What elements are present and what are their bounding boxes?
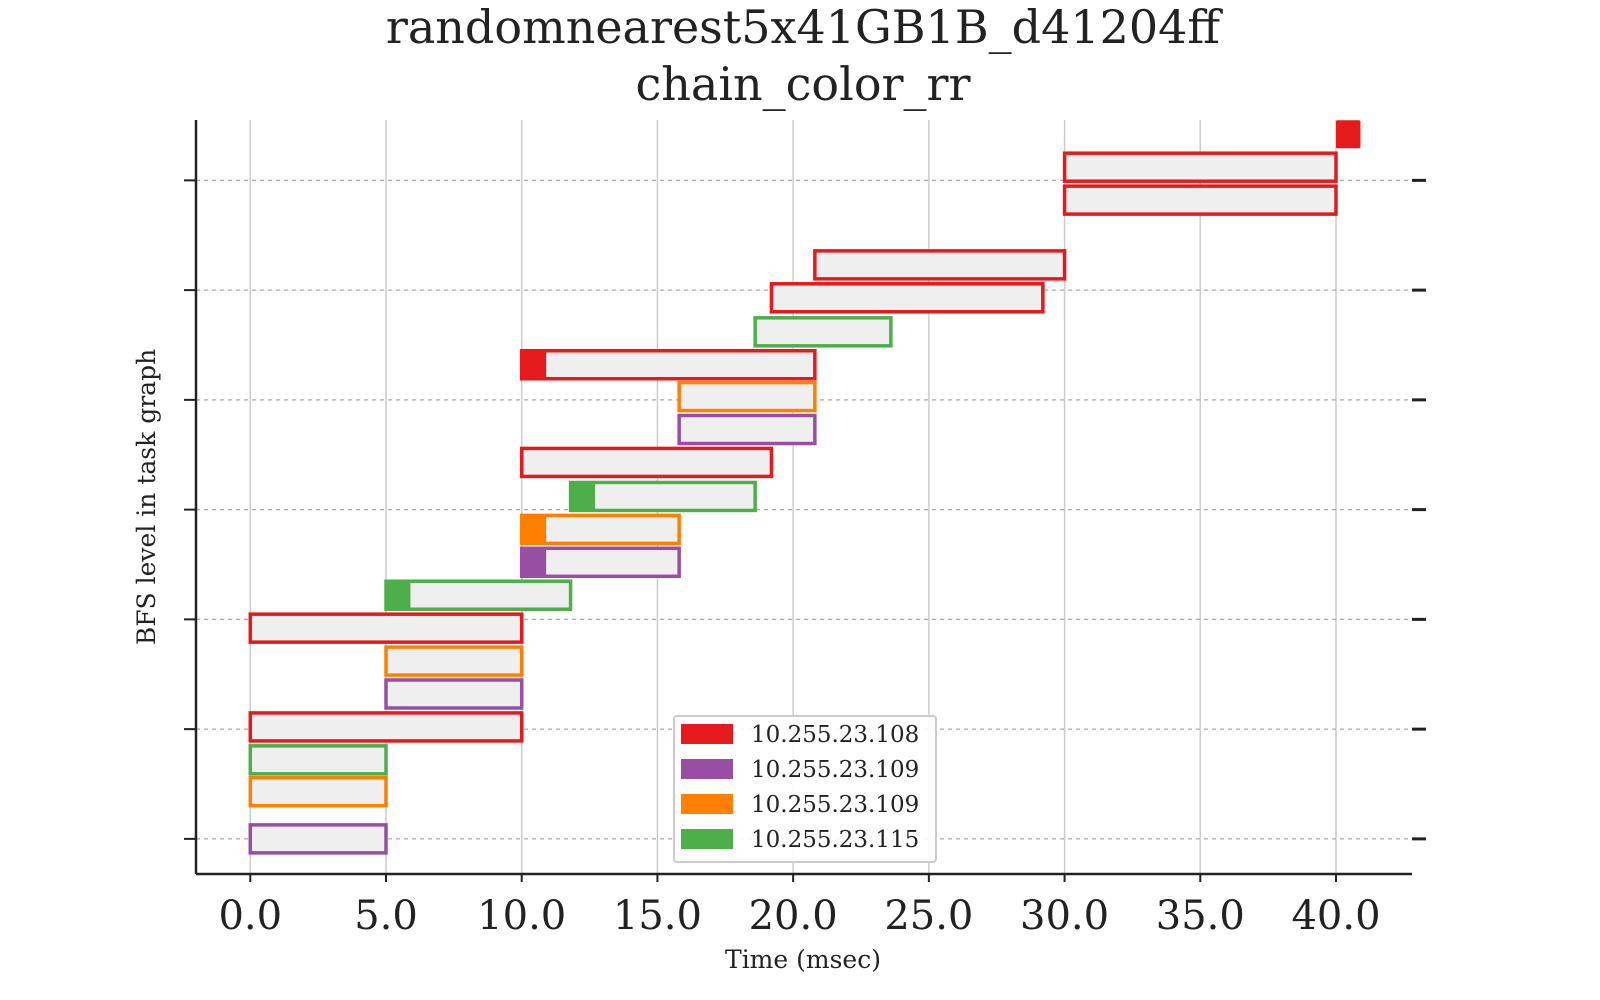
- task-bar-head: [521, 548, 547, 577]
- legend: 10.255.23.108 10.255.23.109 10.255.23.109 1…: [673, 715, 937, 863]
- task-bar: [1062, 151, 1338, 183]
- legend-label: 10.255.23.109: [751, 757, 919, 783]
- task-bar: [248, 711, 524, 743]
- legend-swatch: [681, 759, 733, 779]
- legend-label: 10.255.23.108: [751, 722, 919, 748]
- task-bar: [248, 823, 388, 855]
- legend-label: 10.255.23.109: [751, 792, 919, 818]
- task-bar: [769, 282, 1045, 314]
- task-bar: [519, 446, 774, 479]
- task-bar: [384, 678, 524, 710]
- task-bar: [519, 348, 817, 381]
- legend-box: [673, 715, 937, 863]
- task-bar: [568, 480, 757, 513]
- x-tick-label: 25.0: [884, 893, 973, 939]
- task-bar-head: [570, 482, 595, 511]
- task-bar: [677, 413, 817, 446]
- x-axis-label: Time (msec): [725, 945, 881, 974]
- task-bar-head: [386, 581, 411, 610]
- task-bar: [1062, 184, 1338, 216]
- x-tick-label: 40.0: [1291, 893, 1380, 939]
- x-tick-label: 20.0: [749, 893, 838, 939]
- axes: [184, 120, 1426, 882]
- legend-swatch: [681, 794, 733, 814]
- tick-labels: 0.0 5.0 10.0 15.0 20.0 25.0 30.0 35.0 40.0: [218, 893, 1380, 939]
- task-bar: [813, 249, 1067, 281]
- x-tick-label: 15.0: [613, 893, 702, 939]
- task-bar: [384, 579, 573, 611]
- task-bar: [384, 645, 524, 677]
- x-tick-label: 0.0: [218, 893, 282, 939]
- task-bar: [677, 380, 817, 413]
- x-tick-label: 10.0: [477, 893, 566, 939]
- task-bar: [248, 775, 388, 808]
- chart-title-line-2: chain_color_rr: [636, 57, 971, 111]
- legend-swatch: [681, 829, 733, 849]
- x-tick-label: 5.0: [354, 893, 418, 939]
- task-bar: [1336, 120, 1361, 149]
- y-axis-label: BFS level in task graph: [132, 349, 161, 645]
- task-bar-head: [521, 515, 547, 544]
- x-tick-label: 35.0: [1156, 893, 1245, 939]
- task-bars: [248, 120, 1361, 855]
- legend-swatch: [681, 724, 733, 744]
- task-bar-head: [521, 350, 547, 379]
- legend-label: 10.255.23.115: [751, 827, 919, 853]
- x-tick-label: 30.0: [1020, 893, 1109, 939]
- task-bar: [519, 546, 681, 579]
- task-bar: [248, 612, 524, 644]
- task-bar: [248, 744, 388, 776]
- task-bar: [753, 316, 893, 348]
- chart-title-line-1: randomnearest5x41GB1B_d41204ff: [386, 0, 1224, 54]
